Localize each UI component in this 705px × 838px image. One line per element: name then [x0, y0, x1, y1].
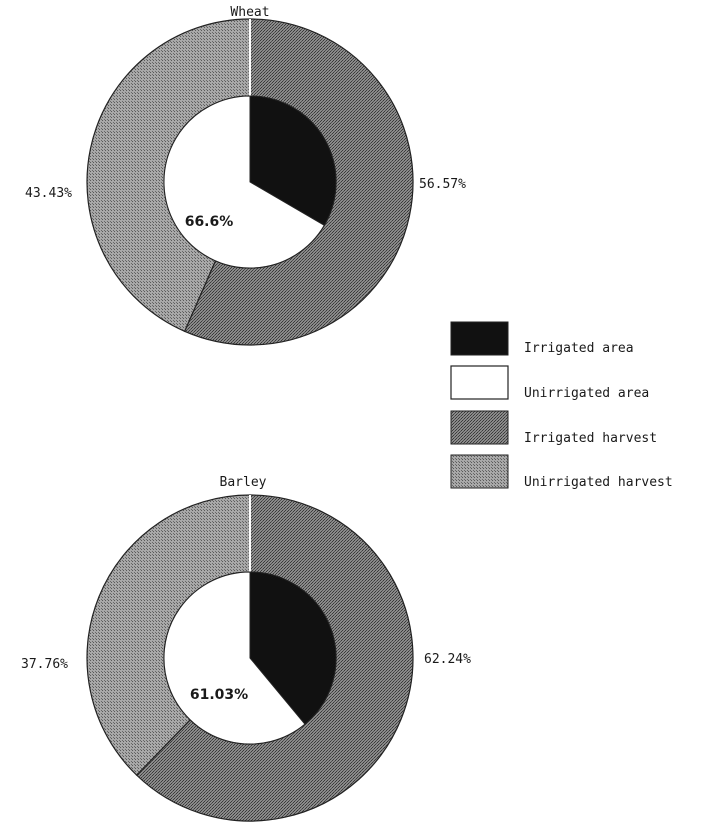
- wheat-inner-segment-unirrigated-area: [163, 95, 325, 269]
- wheat-unirrigated-harvest-label: 43.43%: [25, 186, 72, 201]
- legend-label-irrigated-harvest: Irrigated harvest: [524, 431, 657, 446]
- legend-swatch-unirrigated-area: [450, 365, 509, 400]
- legend-swatch-irrigated-area: [450, 321, 509, 356]
- legend-label-unirrigated-harvest: Unirrigated harvest: [524, 475, 673, 490]
- barley-inner-segment-unirrigated-area: [163, 571, 306, 745]
- barley-inner-segment-irrigated-area: [249, 571, 337, 725]
- wheat-inner-segment-irrigated-area: [249, 95, 337, 226]
- barley-unirrigated-harvest-label: 37.76%: [21, 657, 68, 672]
- wheat-irrigated-harvest-label: 56.57%: [419, 177, 466, 192]
- wheat-chart-title: Wheat: [230, 5, 269, 20]
- legend-label-unirrigated-area: Unirrigated area: [524, 386, 649, 401]
- wheat-inner-pie: [163, 95, 337, 269]
- legend: Irrigated area Unirrigated area Irrigate…: [450, 321, 673, 490]
- barley-donut-chart: Barley 62.24% 37.76% 61.03%: [21, 475, 471, 822]
- wheat-donut-chart: Wheat 56.57% 43.43% 66.6%: [25, 5, 466, 346]
- legend-swatch-irrigated-harvest: [450, 410, 509, 445]
- wheat-center-label: 66.6%: [185, 214, 234, 230]
- legend-swatch-unirrigated-harvest: [450, 454, 509, 489]
- wheat-outer-ring: [86, 18, 414, 346]
- legend-label-irrigated-area: Irrigated area: [524, 341, 634, 356]
- barley-center-label: 61.03%: [190, 687, 248, 703]
- barley-inner-pie: [163, 571, 337, 745]
- barley-irrigated-harvest-label: 62.24%: [424, 652, 471, 667]
- barley-chart-title: Barley: [220, 475, 267, 490]
